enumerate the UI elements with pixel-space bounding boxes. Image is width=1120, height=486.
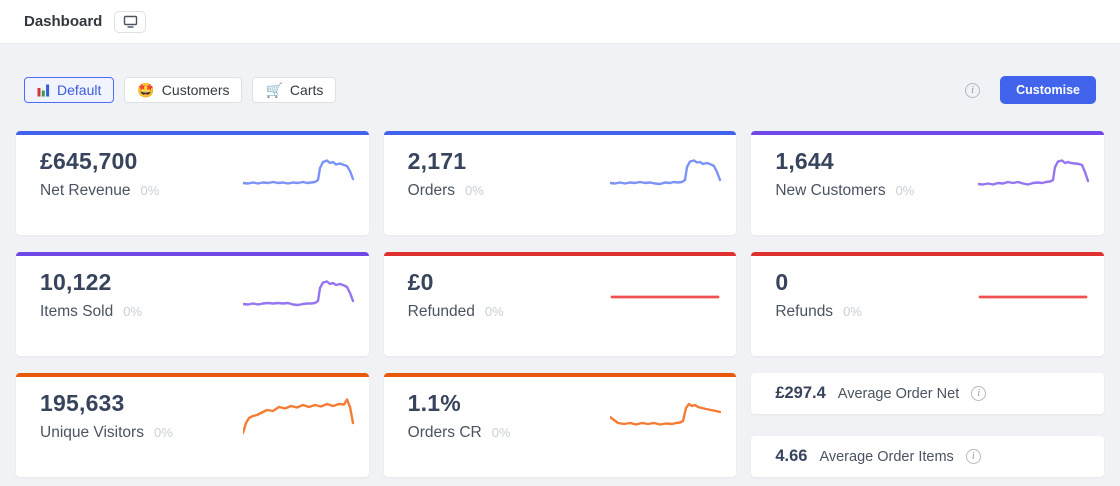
metric-change: 0% [895,183,915,198]
metric-card-new-customers[interactable]: 1,644 New Customers 0% [751,131,1104,235]
summary-card-average-order-items[interactable]: 4.66 Average Order Items i [751,436,1104,477]
summary-value: 4.66 [775,447,808,465]
info-icon[interactable]: i [971,386,987,401]
metric-label: Refunds [775,303,834,320]
tab-label: Customers [161,82,230,98]
metric-label: Orders [407,182,456,199]
metric-value: 10,122 [40,269,112,295]
metric-change: 0% [153,425,173,440]
metrics-grid: £645,700 Net Revenue 0% 2,171 Orders 0% … [16,131,1104,477]
tab-customers[interactable]: 🤩 Customers [124,77,243,103]
star-struck-emoji: 🤩 [137,82,155,98]
metric-value: 1,644 [775,148,834,174]
metric-card-orders[interactable]: 2,171 Orders 0% [383,131,737,235]
metric-label: Orders CR [407,424,482,441]
metric-card-refunds[interactable]: 0 Refunds 0% [751,252,1104,356]
toolbar-right: i Customise [965,76,1096,104]
fullscreen-button[interactable] [114,10,147,33]
metric-change: 0% [465,183,484,198]
metric-change: 0% [484,304,504,319]
metric-change: 0% [140,183,160,198]
sparkline-chart [242,398,354,435]
page-title: Dashboard [24,13,103,30]
summary-card-average-order-net[interactable]: £297.4 Average Order Net i [751,373,1104,414]
metric-value: £0 [407,269,434,295]
monitor-icon [123,15,138,28]
sparkline-chart [242,159,354,185]
metric-label: New Customers [775,182,886,199]
dashboard-tabs: Default 🤩 Customers 🛒 Carts [24,77,337,103]
info-icon[interactable]: i [965,449,981,464]
customise-button[interactable]: Customise [1000,76,1096,104]
info-icon[interactable]: i [965,82,981,98]
sparkline-chart [977,159,1090,186]
metric-value: £645,700 [40,148,138,174]
tab-label: Default [57,82,102,98]
summary-stack: £297.4 Average Order Net i 4.66 Average … [751,373,1104,477]
tab-carts[interactable]: 🛒 Carts [252,77,337,103]
tab-label: Carts [289,82,324,98]
dashboard-toolbar: Default 🤩 Customers 🛒 Carts i Customise [24,76,1096,104]
metric-change: 0% [491,425,511,440]
metric-change: 0% [123,304,143,319]
metric-card-items-sold[interactable]: 10,122 Items Sold 0% [16,252,369,356]
metric-change: 0% [843,304,862,319]
metric-label: Refunded [407,303,475,320]
metric-label: Net Revenue [40,182,131,199]
metric-value: 195,633 [40,390,125,416]
sparkline-chart [610,402,722,426]
metric-card-orders-cr[interactable]: 1.1% Orders CR 0% [383,373,737,477]
bar-chart-icon [37,84,50,97]
shopping-cart-emoji: 🛒 [265,82,283,98]
metric-card-unique-visitors[interactable]: 195,633 Unique Visitors 0% [16,373,369,477]
metric-card-net-revenue[interactable]: £645,700 Net Revenue 0% [16,131,369,235]
metric-value: 0 [775,269,789,295]
top-bar: Dashboard [0,0,1120,44]
tab-default[interactable]: Default [24,77,115,103]
summary-label: Average Order Items [819,448,954,465]
metric-value: 1.1% [407,390,461,416]
sparkline-chart [242,280,354,307]
summary-value: £297.4 [775,384,826,402]
metric-label: Items Sold [40,303,114,320]
summary-label: Average Order Net [837,385,960,402]
sparkline-chart [978,295,1088,299]
sparkline-chart [610,295,720,299]
metric-label: Unique Visitors [40,424,144,441]
metric-card-refunded[interactable]: £0 Refunded 0% [383,252,737,356]
metric-value: 2,171 [407,148,467,174]
sparkline-chart [610,159,722,186]
